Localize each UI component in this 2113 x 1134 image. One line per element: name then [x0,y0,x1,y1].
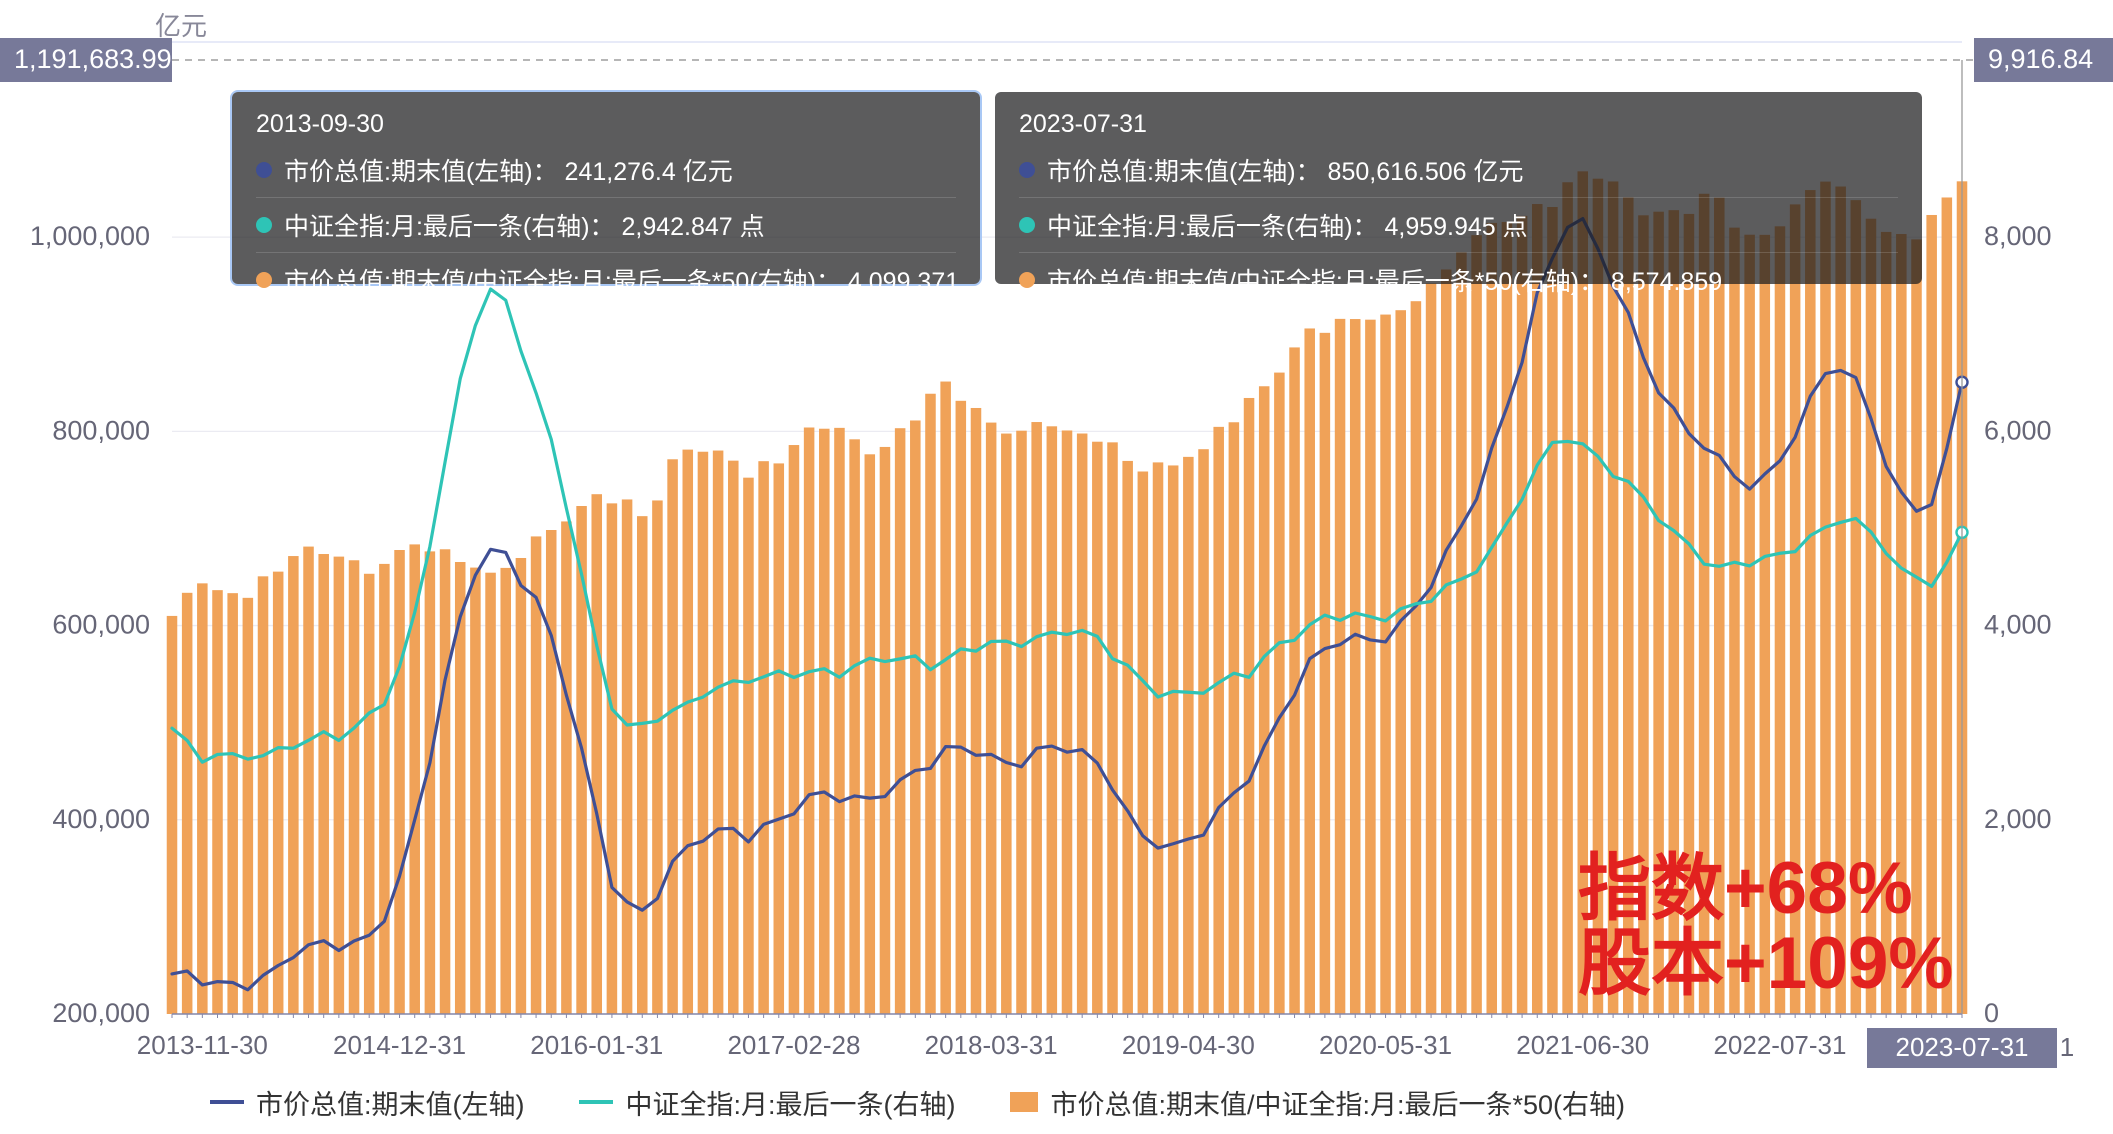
svg-text:8,000: 8,000 [1984,221,2052,251]
svg-text:2,000: 2,000 [1984,804,2052,834]
svg-text:6,000: 6,000 [1984,415,2052,445]
svg-text:600,000: 600,000 [52,610,150,640]
svg-text:2023-07-31: 2023-07-31 [1896,1032,2029,1062]
svg-text:2018-03-31: 2018-03-31 [925,1030,1058,1060]
svg-text:200,000: 200,000 [52,998,150,1028]
svg-text:9,916.84: 9,916.84 [1988,44,2093,74]
svg-text:0: 0 [1984,998,1999,1028]
svg-text:2020-05-31: 2020-05-31 [1319,1030,1452,1060]
svg-text:2019-04-30: 2019-04-30 [1122,1030,1255,1060]
svg-text:股本+109%: 股本+109% [1578,923,1953,1004]
svg-text:亿元: 亿元 [155,11,207,41]
svg-text:1,000,000: 1,000,000 [30,221,150,251]
svg-text:2014-12-31: 2014-12-31 [333,1030,466,1060]
svg-text:1: 1 [2060,1032,2074,1062]
svg-text:2016-01-31: 2016-01-31 [530,1030,663,1060]
svg-text:2022-07-31: 2022-07-31 [1713,1030,1846,1060]
svg-text:800,000: 800,000 [52,415,150,445]
svg-text:400,000: 400,000 [52,804,150,834]
svg-text:指数+68%: 指数+68% [1578,848,1913,929]
svg-text:2017-02-28: 2017-02-28 [727,1030,860,1060]
svg-text:1,191,683.99: 1,191,683.99 [14,44,172,74]
svg-text:2013-11-30: 2013-11-30 [137,1030,268,1060]
svg-text:4,000: 4,000 [1984,610,2052,640]
svg-text:2021-06-30: 2021-06-30 [1516,1030,1649,1060]
